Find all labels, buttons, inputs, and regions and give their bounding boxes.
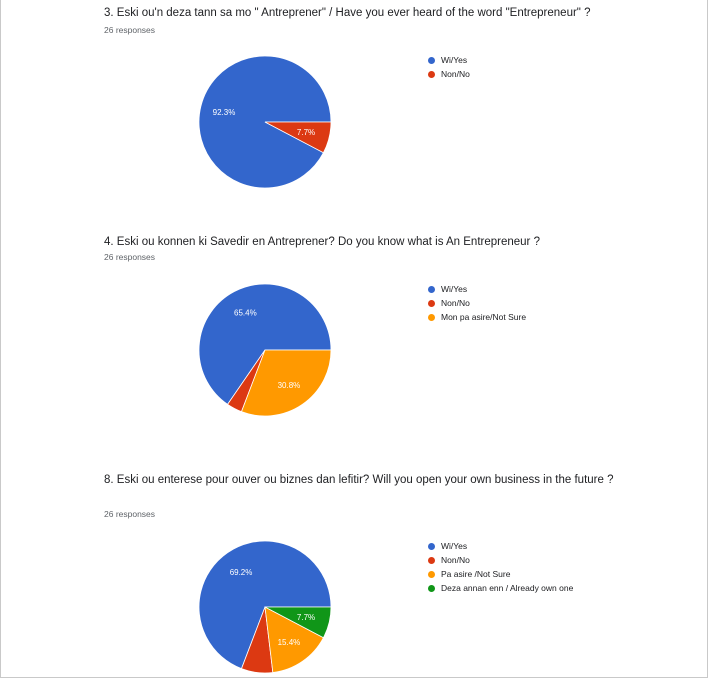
legend-swatch xyxy=(428,56,435,64)
slice-percent-label: 30.8% xyxy=(278,381,301,390)
response-count: 26 responses xyxy=(104,252,156,262)
slice-percent-label: 7.7% xyxy=(297,128,315,137)
legend-label: Non/No xyxy=(441,69,470,79)
legend-item: Non/No xyxy=(428,67,470,81)
legend-swatch xyxy=(428,285,435,293)
legend-swatch xyxy=(428,542,435,550)
pie-slice-pa-asire-not-sure xyxy=(264,606,324,673)
pie-chart: 69.2% 15.4% 7.7% xyxy=(198,540,332,674)
legend-swatch xyxy=(428,570,435,578)
response-count: 26 responses xyxy=(104,509,156,519)
question-title: 8. Eski ou enterese pour ouver ou biznes… xyxy=(104,474,614,486)
legend-swatch xyxy=(428,584,435,592)
legend-item: Deza annan enn / Already own one xyxy=(428,581,573,595)
legend-label: Wi/Yes xyxy=(441,284,468,294)
pie-slice-wi-yes xyxy=(198,283,332,405)
legend-item: Wi/Yes xyxy=(428,53,470,67)
pie-chart: 92.3% 7.7% xyxy=(198,55,332,189)
slice-percent-label: 65.4% xyxy=(234,309,257,318)
legend-label: Wi/Yes xyxy=(441,541,468,551)
legend-label: Deza annan enn / Already own one xyxy=(441,583,574,593)
legend-swatch xyxy=(428,556,435,564)
legend-item: Non/No xyxy=(428,553,573,567)
legend-label: Mon pa asire/Not Sure xyxy=(441,312,527,322)
chart-legend: Wi/Yes Non/No Mon pa asire/Not Sure xyxy=(428,282,526,324)
question-title: 3. Eski ou'n deza tann sa mo " Antrepren… xyxy=(104,7,591,19)
legend-label: Non/No xyxy=(441,298,470,308)
legend-swatch xyxy=(428,299,435,307)
slice-percent-label: 15.4% xyxy=(278,638,301,647)
pie-chart: 65.4% 30.8% xyxy=(198,283,332,417)
pie-slice-non-no xyxy=(264,121,332,154)
legend-item: Wi/Yes xyxy=(428,539,573,553)
response-count: 26 responses xyxy=(104,25,156,35)
legend-swatch xyxy=(428,313,435,321)
legend-label: Non/No xyxy=(441,555,470,565)
legend-item: Mon pa asire/Not Sure xyxy=(428,310,526,324)
chart-legend: Wi/Yes Non/No xyxy=(428,53,470,81)
chart-legend: Wi/Yes Non/No Pa asire /Not Sure Deza annan… xyxy=(428,539,573,595)
slice-percent-label: 92.3% xyxy=(213,108,236,117)
legend-swatch xyxy=(428,70,435,78)
pie-slice-deza-annan-enn-already-own-one xyxy=(264,606,332,639)
legend-item: Pa asire /Not Sure xyxy=(428,567,573,581)
legend-item: Wi/Yes xyxy=(428,282,526,296)
pie-slice-mon-pa-asire-not-sure xyxy=(240,349,332,417)
slice-percent-label: 7.7% xyxy=(297,613,315,622)
pie-slice-wi-yes xyxy=(198,540,332,670)
question-title: 4. Eski ou konnen ki Savedir en Antrepre… xyxy=(104,236,540,248)
legend-label: Wi/Yes xyxy=(441,55,468,65)
legend-label: Pa asire /Not Sure xyxy=(441,569,511,579)
slice-percent-label: 69.2% xyxy=(230,568,253,577)
legend-item: Non/No xyxy=(428,296,526,310)
